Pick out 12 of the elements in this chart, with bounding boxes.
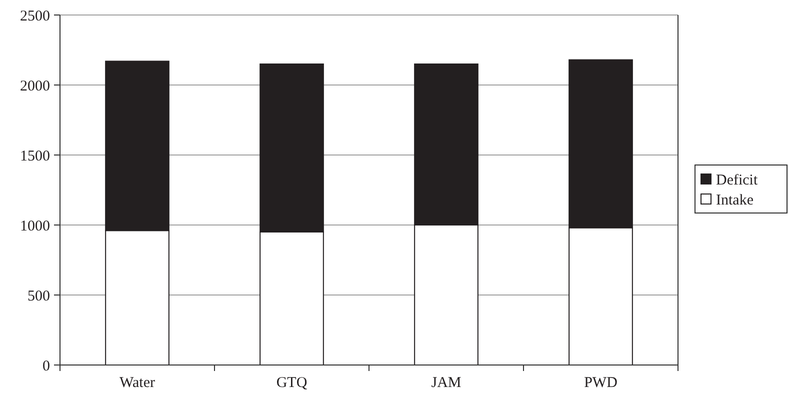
y-tick-label: 0 <box>42 358 50 374</box>
y-tick-label: 1500 <box>20 148 50 164</box>
x-tick-label: JAM <box>431 375 462 391</box>
y-tick-label: 2500 <box>20 8 50 24</box>
x-tick-label: PWD <box>584 375 618 391</box>
legend-label: Intake <box>716 192 754 208</box>
x-tick-label: GTQ <box>276 375 308 391</box>
y-tick-label: 500 <box>28 288 50 304</box>
x-tick-label: Water <box>120 375 155 391</box>
y-tick-label: 1000 <box>20 218 50 234</box>
legend-label: Deficit <box>716 172 758 188</box>
y-tick-label: 2000 <box>20 78 50 94</box>
